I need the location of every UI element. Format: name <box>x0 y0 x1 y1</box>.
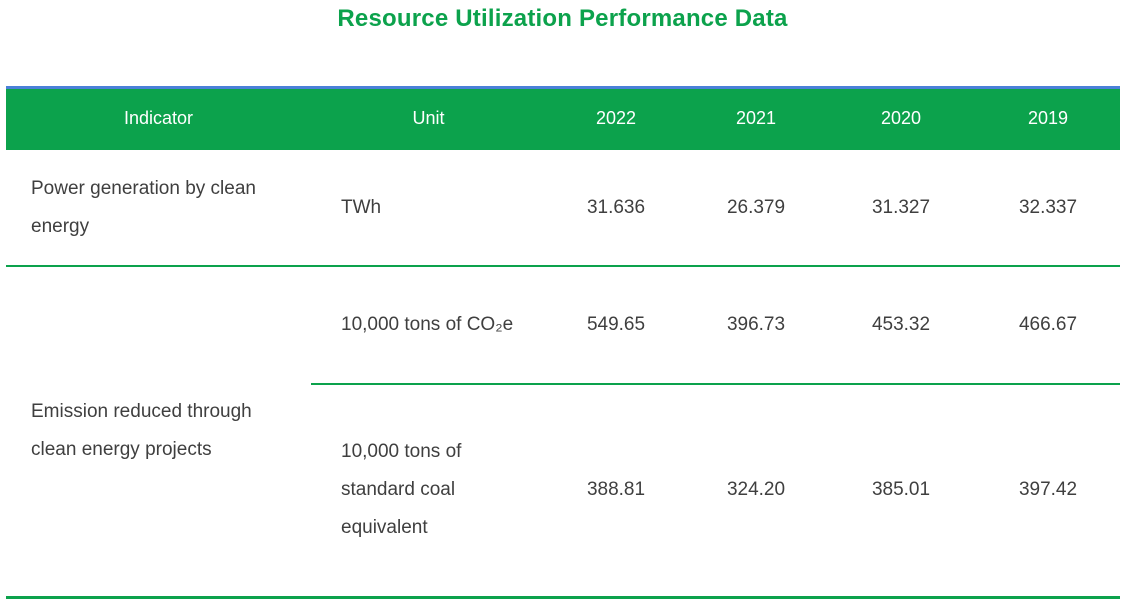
table-row-emission-coal-equivalent: 10,000 tons of standard coal equivalent … <box>6 384 1120 599</box>
page-title: Resource Utilization Performance Data <box>337 5 788 32</box>
value-cell-2020: 453.32 <box>826 266 976 385</box>
value-cell-2020: 31.327 <box>826 149 976 267</box>
unit-cell: 10,000 tons of CO₂e <box>311 266 546 385</box>
indicator-cell-merged: Emission reduced through clean energy pr… <box>6 266 311 599</box>
header-cell-2021: 2021 <box>686 86 826 150</box>
unit-text-line: TWh <box>341 196 382 218</box>
value-cell-2022: 549.65 <box>546 266 686 385</box>
value-cell-2022: 31.636 <box>546 149 686 267</box>
table-row-power-generation: Power generation by clean energy TWh 31.… <box>6 149 1120 267</box>
header-cell-indicator: Indicator <box>6 86 311 150</box>
value-cell-2019: 397.42 <box>976 384 1120 599</box>
header-cell-unit: Unit <box>311 86 546 150</box>
performance-table: Indicator Unit 2022 2021 2020 2019 Power… <box>6 86 1120 599</box>
value-cell-2022: 388.81 <box>546 384 686 599</box>
table-row-emission-co2e: Emission reduced through clean energy pr… <box>6 266 1120 599</box>
unit-text-line: equivalent <box>341 517 428 539</box>
indicator-text-line: energy <box>31 215 90 237</box>
header-cell-2022: 2022 <box>546 86 686 150</box>
value-cell-2020: 385.01 <box>826 384 976 599</box>
indicator-text-line: clean energy projects <box>31 439 212 461</box>
header-cell-2020: 2020 <box>826 86 976 150</box>
unit-text-line: 10,000 tons of <box>341 441 462 463</box>
indicator-text-line: Emission reduced through <box>31 401 252 423</box>
value-cell-2019: 466.67 <box>976 266 1120 385</box>
unit-text-line: standard coal <box>341 479 456 501</box>
value-cell-2019: 32.337 <box>976 149 1120 267</box>
header-row: Indicator Unit 2022 2021 2020 2019 <box>6 86 1120 150</box>
value-cell-2021: 26.379 <box>686 149 826 267</box>
indicator-cell: Power generation by clean energy <box>6 149 311 267</box>
value-cell-2021: 324.20 <box>686 384 826 599</box>
unit-cell: 10,000 tons of standard coal equivalent <box>311 384 546 599</box>
indicator-text-line: Power generation by clean <box>31 177 256 199</box>
unit-cell: TWh <box>311 149 546 267</box>
header-cell-2019: 2019 <box>976 86 1120 150</box>
value-cell-2021: 396.73 <box>686 266 826 385</box>
unit-text-line: 10,000 tons of CO₂e <box>341 314 514 335</box>
